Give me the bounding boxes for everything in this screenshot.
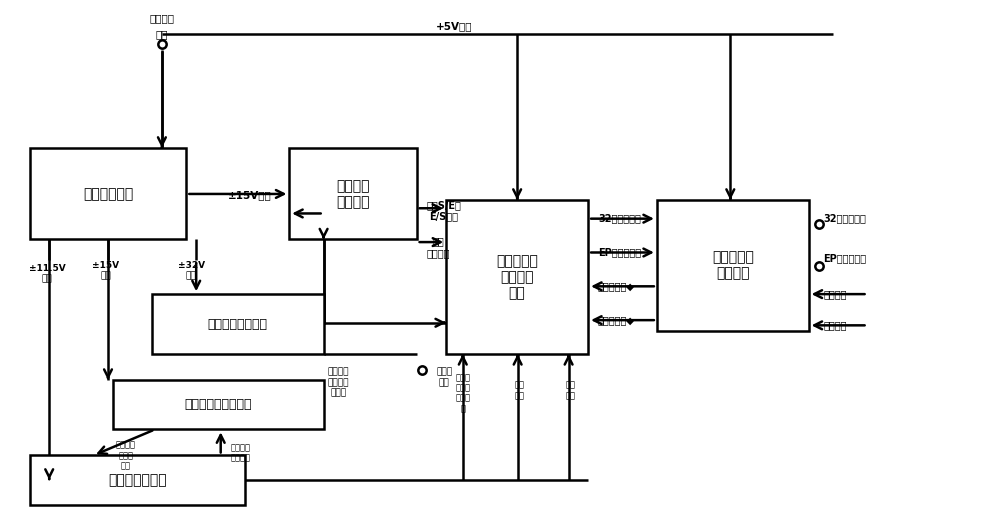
Text: 32位遥测数据: 32位遥测数据 xyxy=(823,213,866,224)
FancyBboxPatch shape xyxy=(113,380,324,430)
Text: 命令和数据
接口电路: 命令和数据 接口电路 xyxy=(712,251,754,280)
Text: 电源开关: 电源开关 xyxy=(149,13,174,23)
Text: 命令数据: 命令数据 xyxy=(823,289,847,299)
Text: 俯仰和滚动
逻辑计算
单元: 俯仰和滚动 逻辑计算 单元 xyxy=(496,254,538,301)
Text: 四路探测
量电平衡
出信号: 四路探测 量电平衡 出信号 xyxy=(328,367,349,398)
FancyBboxPatch shape xyxy=(289,149,417,239)
FancyBboxPatch shape xyxy=(30,149,186,239)
FancyBboxPatch shape xyxy=(152,294,324,354)
Text: 状态: 状态 xyxy=(156,29,168,39)
Text: 光源振动
速度信号: 光源振动 速度信号 xyxy=(230,443,250,463)
Text: 四路
地弧信号: 四路 地弧信号 xyxy=(426,236,450,258)
Text: 二次电源模块: 二次电源模块 xyxy=(83,187,133,201)
Text: EP状态位输出: EP状态位输出 xyxy=(823,253,867,263)
Text: 探头禁止令◆: 探头禁止令◆ xyxy=(598,315,635,325)
Text: 四路S/E及
E/S信号: 四路S/E及 E/S信号 xyxy=(426,200,461,221)
Text: 复率注册令◆: 复率注册令◆ xyxy=(598,281,635,292)
Text: 探测器
温度: 探测器 温度 xyxy=(436,367,452,387)
Text: 四路模拟
通道电路: 四路模拟 通道电路 xyxy=(336,179,370,209)
Text: 复合视场地球探头: 复合视场地球探头 xyxy=(208,318,268,330)
FancyBboxPatch shape xyxy=(657,201,809,330)
Text: ±11.5V
电源: ±11.5V 电源 xyxy=(29,263,66,283)
Text: 命令时钟: 命令时钟 xyxy=(823,320,847,330)
Text: ±15V电源: ±15V电源 xyxy=(228,190,272,200)
Text: 基准
脉冲: 基准 脉冲 xyxy=(515,381,525,400)
Text: 光源转动
角脉冲
输出: 光源转动 角脉冲 输出 xyxy=(116,441,136,470)
Text: 扫描角读出装置: 扫描角读出装置 xyxy=(108,473,167,487)
Text: ±15V
电源: ±15V 电源 xyxy=(92,261,120,280)
Text: EP状态位输出: EP状态位输出 xyxy=(598,247,641,258)
Text: ±32V
电源: ±32V 电源 xyxy=(178,261,205,280)
Text: 扫描
方向: 扫描 方向 xyxy=(566,381,576,400)
Text: 扫描轴系及驱动电路: 扫描轴系及驱动电路 xyxy=(184,398,252,411)
Text: +5V电源: +5V电源 xyxy=(436,21,473,31)
Text: 32位遥测数据: 32位遥测数据 xyxy=(598,213,641,224)
FancyBboxPatch shape xyxy=(30,456,245,505)
Text: 处理后
转动角
脉冲输
出: 处理后 转动角 脉冲输 出 xyxy=(455,373,470,413)
FancyBboxPatch shape xyxy=(446,201,588,354)
